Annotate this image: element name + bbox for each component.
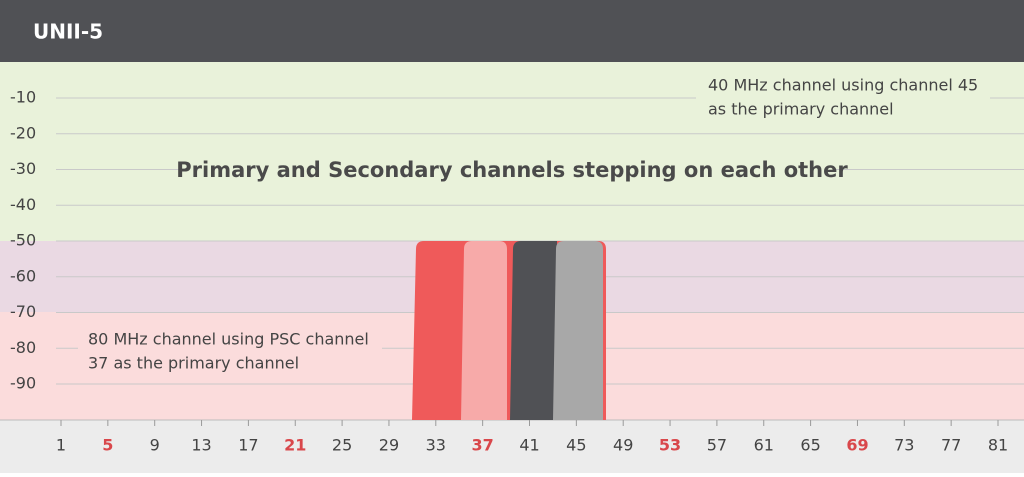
annotation: 37 as the primary channel bbox=[88, 354, 299, 373]
diagram-title: Primary and Secondary channels stepping … bbox=[176, 158, 848, 182]
y-tick-label: -20 bbox=[10, 123, 36, 142]
axis-band bbox=[0, 420, 1024, 473]
title-bg bbox=[188, 152, 836, 188]
x-tick-label: 49 bbox=[613, 436, 633, 455]
annotation: 40 MHz channel using channel 45 bbox=[708, 76, 978, 95]
annotation: 80 MHz channel using PSC channel bbox=[88, 330, 369, 349]
x-tick-label: 65 bbox=[800, 436, 820, 455]
x-tick-label: 13 bbox=[191, 436, 211, 455]
annotation-bg bbox=[78, 326, 382, 376]
header-title: UNII-5 bbox=[33, 20, 103, 44]
annotation: as the primary channel bbox=[708, 100, 894, 119]
channel-45-primary bbox=[553, 241, 603, 420]
y-tick-label: -80 bbox=[10, 338, 36, 357]
x-tick-label: 81 bbox=[988, 436, 1008, 455]
x-tick-label: 1 bbox=[56, 436, 66, 455]
x-tick-label: 29 bbox=[379, 436, 399, 455]
x-tick-label: 53 bbox=[659, 436, 681, 455]
x-tick-label: 73 bbox=[894, 436, 914, 455]
y-tick-label: -90 bbox=[10, 374, 36, 393]
x-tick-label: 77 bbox=[941, 436, 961, 455]
x-tick-label: 37 bbox=[472, 436, 494, 455]
x-tick-label: 33 bbox=[426, 436, 446, 455]
y-tick-label: -50 bbox=[10, 231, 36, 250]
channel-40mhz bbox=[510, 241, 557, 420]
x-tick-label: 41 bbox=[519, 436, 539, 455]
annotation-bg bbox=[696, 72, 990, 122]
x-tick-label: 57 bbox=[707, 436, 727, 455]
x-tick-label: 45 bbox=[566, 436, 586, 455]
x-tick-label: 9 bbox=[150, 436, 160, 455]
y-tick-label: -70 bbox=[10, 302, 36, 321]
x-tick-label: 61 bbox=[754, 436, 774, 455]
y-tick-label: -60 bbox=[10, 266, 36, 285]
channel-37-primary bbox=[461, 241, 507, 420]
x-tick-label: 21 bbox=[284, 436, 306, 455]
x-tick-label: 17 bbox=[238, 436, 258, 455]
y-tick-label: -40 bbox=[10, 195, 36, 214]
y-tick-label: -10 bbox=[10, 88, 36, 107]
header-bar bbox=[0, 0, 1024, 62]
x-tick-label: 5 bbox=[102, 436, 113, 455]
y-tick-label: -30 bbox=[10, 159, 36, 178]
x-tick-label: 25 bbox=[332, 436, 352, 455]
x-tick-label: 69 bbox=[846, 436, 868, 455]
